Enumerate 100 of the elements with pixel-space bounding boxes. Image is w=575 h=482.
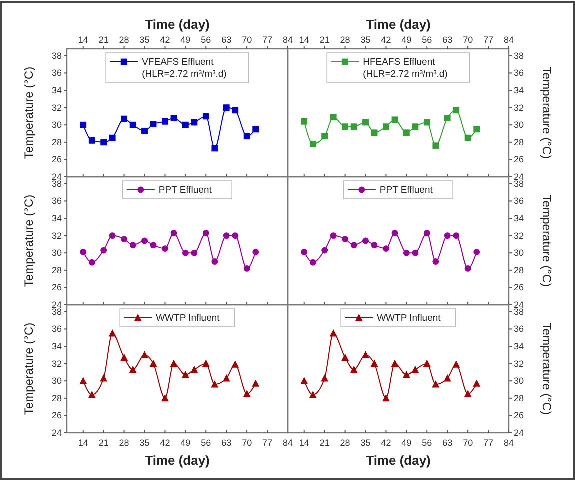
y2-tick-label: 32 xyxy=(514,358,524,369)
point xyxy=(80,122,87,128)
point xyxy=(211,380,219,388)
point xyxy=(310,259,316,266)
point xyxy=(121,236,128,242)
y-tick-label: 36 xyxy=(52,196,62,206)
x-tick-label: 42 xyxy=(160,438,170,448)
x-axis-title: Time (day) xyxy=(145,453,210,468)
point xyxy=(330,232,337,240)
point xyxy=(212,145,218,152)
point xyxy=(121,116,128,122)
y2-tick-label: 26 xyxy=(514,282,524,293)
point xyxy=(322,247,328,254)
point xyxy=(244,265,250,272)
y-tick-label: 26 xyxy=(52,410,62,421)
point xyxy=(391,360,399,368)
x2-tick-label: 14 xyxy=(299,35,310,45)
x-tick-label: 77 xyxy=(262,438,273,448)
point xyxy=(182,250,189,256)
y2-tick-label: 28 xyxy=(514,393,524,404)
point xyxy=(232,360,240,368)
point xyxy=(362,351,370,358)
y-tick-label: 36 xyxy=(52,324,62,334)
point xyxy=(330,330,338,337)
point xyxy=(464,265,472,272)
y2-tick-label: 28 xyxy=(514,265,524,276)
point xyxy=(444,232,451,240)
point xyxy=(423,360,431,368)
point xyxy=(392,230,398,236)
x-tick-label: 56 xyxy=(422,438,432,448)
x2-tick-label: 49 xyxy=(402,35,412,45)
point xyxy=(444,374,452,382)
y-tick-label: 28 xyxy=(52,393,62,404)
point xyxy=(371,130,378,136)
legend-label: PPT Effluent xyxy=(380,185,434,196)
y2-tick-label: 30 xyxy=(514,248,524,258)
y-tick-label: 34 xyxy=(52,86,62,96)
point xyxy=(109,134,116,142)
point xyxy=(350,242,358,249)
x-tick-label: 70 xyxy=(242,438,252,448)
point xyxy=(162,246,168,252)
y2-tick-label: 36 xyxy=(514,68,524,78)
point xyxy=(130,122,136,128)
x2-tick-label: 63 xyxy=(222,35,232,45)
point xyxy=(120,354,128,361)
point xyxy=(232,232,239,240)
x2-tick-label: 63 xyxy=(442,35,453,45)
point xyxy=(182,122,189,128)
point xyxy=(252,380,260,387)
x2-tick-label: 70 xyxy=(242,35,252,45)
point xyxy=(100,374,108,382)
point xyxy=(392,116,398,124)
point xyxy=(162,394,169,402)
point xyxy=(223,104,230,112)
y-tick-label: 28 xyxy=(52,137,62,148)
point xyxy=(170,230,178,236)
point xyxy=(202,360,210,368)
point xyxy=(432,380,440,388)
x-tick-label: 21 xyxy=(320,438,330,448)
point xyxy=(464,390,472,398)
point xyxy=(452,360,460,368)
point xyxy=(88,137,96,144)
x2-tick-label: 56 xyxy=(422,35,432,45)
point xyxy=(244,133,250,140)
y2-axis-title: Temperature (°C) xyxy=(540,194,554,288)
y2-axis-title: Temperature (°C) xyxy=(540,66,554,160)
legend-label: VFEAFS Effluent (HLR=2.72 m³/m³.d) xyxy=(142,57,227,80)
point xyxy=(80,249,87,256)
y2-tick-label: 34 xyxy=(514,342,524,352)
y2-tick-label: 26 xyxy=(514,410,524,421)
x-tick-label: 70 xyxy=(463,438,474,448)
point xyxy=(80,377,88,384)
y2-tick-label: 28 xyxy=(514,137,524,148)
point xyxy=(370,360,378,368)
point xyxy=(382,394,390,402)
point xyxy=(309,390,317,398)
point xyxy=(473,380,481,387)
x-tick-label: 56 xyxy=(201,438,212,448)
x2-tick-label: 35 xyxy=(360,35,371,45)
point xyxy=(150,242,157,249)
point xyxy=(301,118,308,125)
x2-tick-label: 42 xyxy=(381,35,392,45)
x2-tick-label: 28 xyxy=(340,35,350,45)
point xyxy=(170,360,178,368)
x-axis-title: Time (day) xyxy=(366,453,431,468)
x-tick-label: 84 xyxy=(282,438,294,448)
y-tick-label: 36 xyxy=(52,68,62,78)
x-tick-label: 77 xyxy=(484,438,494,448)
point xyxy=(212,258,218,265)
x2-tick-label: 35 xyxy=(140,35,150,45)
y2-tick-label: 36 xyxy=(514,324,524,334)
point xyxy=(182,371,190,378)
x-tick-label: 63 xyxy=(222,438,232,448)
point xyxy=(252,249,260,256)
point xyxy=(444,114,451,122)
y2-tick-label: 30 xyxy=(514,120,524,130)
x-tick-label: 28 xyxy=(119,438,130,448)
y2-tick-label: 34 xyxy=(514,214,524,224)
point xyxy=(362,238,369,244)
legend-label: HFEAFS Effluent (HLR=2.72 m³/m³.d) xyxy=(363,57,448,80)
